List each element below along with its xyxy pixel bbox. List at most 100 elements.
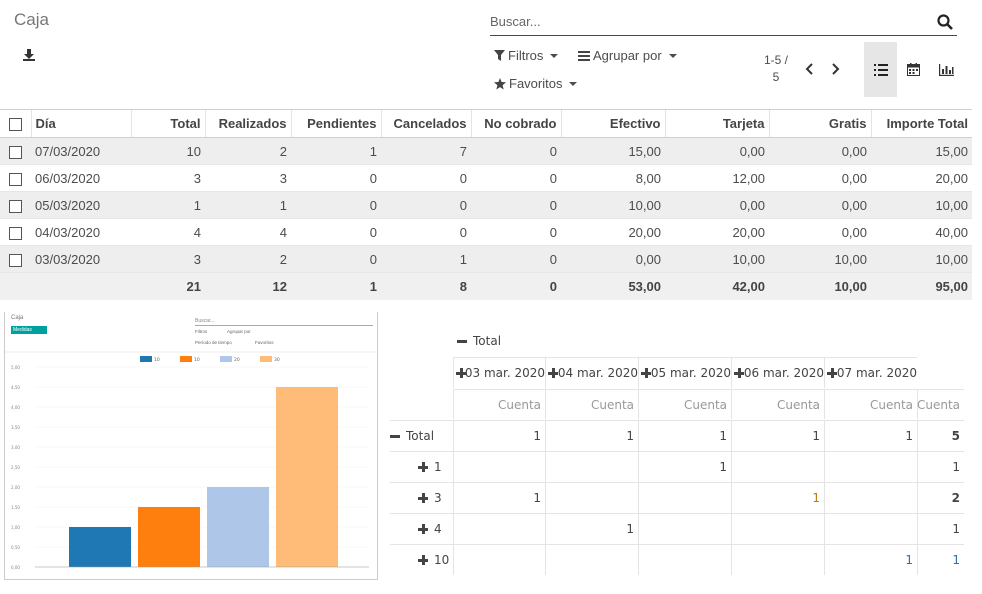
table-row[interactable]: 05/03/2020 1 1 0 0 0 10,00 0,00 0,00 10,00 bbox=[0, 191, 972, 219]
table-row[interactable]: 06/03/2020 3 3 0 0 0 8,00 12,00 0,00 20,00 bbox=[0, 164, 972, 192]
table-row[interactable]: 04/03/2020 4 4 0 0 0 20,00 20,00 0,00 40,00 bbox=[0, 218, 972, 246]
thumb-search: Buscar... bbox=[195, 318, 373, 326]
pivot-measure-header: Cuenta bbox=[824, 389, 917, 419]
pivot-measure-header: Cuenta bbox=[638, 389, 731, 419]
table-cell: 20,00 bbox=[561, 218, 665, 246]
pivot-value-cell: 2 bbox=[917, 482, 964, 513]
column-header[interactable]: Tarjeta bbox=[664, 109, 769, 138]
table-cell: 10 bbox=[131, 137, 205, 165]
thumb-legend-label: 10 bbox=[194, 357, 200, 363]
thumb-favorites: Favoritos bbox=[255, 340, 274, 345]
search-input[interactable] bbox=[490, 12, 920, 29]
pivot-value-cell: 1 bbox=[453, 482, 545, 513]
table-cell: 05/03/2020 bbox=[31, 191, 131, 219]
table-row[interactable]: 07/03/2020 10 2 1 7 0 15,00 0,00 0,00 15,00 bbox=[0, 137, 972, 165]
total-cell: 53,00 bbox=[561, 272, 665, 300]
table-cell: 0 bbox=[291, 245, 381, 273]
favorites-dropdown[interactable]: Favoritos bbox=[494, 76, 578, 91]
pivot-col-header[interactable]: 05 mar. 2020 bbox=[638, 357, 731, 388]
filters-dropdown[interactable]: Filtros bbox=[494, 48, 559, 63]
column-header[interactable]: Efectivo bbox=[560, 109, 665, 138]
group-by-dropdown[interactable]: Agrupar por bbox=[578, 48, 677, 63]
pivot-col-header[interactable]: 06 mar. 2020 bbox=[731, 357, 824, 388]
column-header[interactable]: Cancelados bbox=[380, 109, 471, 138]
pivot-value-cell: 1 bbox=[917, 544, 964, 575]
chevron-right-icon[interactable] bbox=[828, 62, 842, 76]
table-cell: 0 bbox=[381, 164, 471, 192]
pivot-row-header[interactable]: 10 bbox=[390, 544, 453, 575]
column-header[interactable]: Total bbox=[130, 109, 205, 138]
pivot-col-header[interactable]: 07 mar. 2020 bbox=[824, 357, 917, 388]
pivot-value-cell bbox=[638, 513, 731, 544]
select-all-checkbox[interactable] bbox=[0, 109, 31, 138]
table-cell: 4 bbox=[131, 218, 205, 246]
table-cell: 0,00 bbox=[665, 137, 769, 165]
thumb-legend-label: 20 bbox=[234, 357, 240, 363]
row-checkbox[interactable] bbox=[0, 164, 31, 192]
row-checkbox[interactable] bbox=[0, 245, 31, 273]
pivot-value-cell bbox=[453, 451, 545, 482]
column-header[interactable]: Realizados bbox=[204, 109, 291, 138]
column-header[interactable]: Día bbox=[30, 109, 131, 138]
row-checkbox[interactable] bbox=[0, 137, 31, 165]
pivot-total-cell: 1 bbox=[545, 420, 638, 451]
thumb-title: Caja bbox=[11, 315, 24, 321]
filter-icon bbox=[494, 50, 505, 61]
pivot-measure-header: Cuenta bbox=[917, 389, 964, 419]
table-cell: 1 bbox=[131, 191, 205, 219]
total-cell: 8 bbox=[381, 272, 471, 300]
total-cell: 1 bbox=[291, 272, 381, 300]
table-header-row: Día Total Realizados Pendientes Cancelad… bbox=[0, 109, 972, 138]
column-header[interactable]: No cobrado bbox=[470, 109, 561, 138]
chevron-left-icon[interactable] bbox=[803, 62, 817, 76]
table-cell: 10,00 bbox=[665, 245, 769, 273]
pivot-row-header[interactable]: 3 bbox=[390, 482, 453, 513]
pivot-table: Total 03 mar. 2020 04 mar. 2020 05 mar. 202… bbox=[390, 324, 972, 580]
thumb-y-tick: 3,00 bbox=[11, 445, 20, 450]
page-title: Caja bbox=[14, 10, 49, 29]
column-header[interactable]: Gratis bbox=[768, 109, 871, 138]
pivot-col-total-header[interactable]: Total bbox=[453, 326, 917, 356]
pivot-row-header[interactable]: 1 bbox=[390, 451, 453, 482]
records-table: Día Total Realizados Pendientes Cancelad… bbox=[0, 109, 972, 300]
table-cell: 0,00 bbox=[769, 191, 871, 219]
thumb-y-tick: 0,50 bbox=[11, 545, 20, 550]
thumb-legend-swatch bbox=[140, 356, 152, 362]
pivot-total-cell: 1 bbox=[731, 420, 824, 451]
pivot-col-header[interactable]: 03 mar. 2020 bbox=[453, 357, 545, 388]
thumb-y-tick: 2,00 bbox=[11, 485, 20, 490]
calendar-view-button[interactable] bbox=[897, 42, 930, 97]
filters-label: Filtros bbox=[508, 48, 544, 63]
table-cell: 40,00 bbox=[871, 218, 972, 246]
pivot-col-header[interactable]: 04 mar. 2020 bbox=[545, 357, 638, 388]
table-cell: 0 bbox=[471, 191, 561, 219]
download-icon[interactable] bbox=[22, 48, 36, 62]
list-view-button[interactable] bbox=[864, 42, 897, 97]
pager-value[interactable]: 1-5 / 5 bbox=[763, 53, 788, 84]
column-header[interactable]: Pendientes bbox=[290, 109, 381, 138]
plus-icon bbox=[418, 524, 428, 534]
row-checkbox[interactable] bbox=[0, 191, 31, 219]
pivot-value-cell bbox=[453, 544, 545, 575]
table-cell: 20,00 bbox=[871, 164, 972, 192]
bars-icon bbox=[578, 50, 590, 61]
thumb-y-tick: 2,50 bbox=[11, 465, 20, 470]
total-cell: 95,00 bbox=[871, 272, 972, 300]
column-header[interactable]: Importe Total bbox=[870, 109, 972, 138]
search-icon[interactable] bbox=[937, 14, 953, 30]
total-cell: 10,00 bbox=[769, 272, 871, 300]
row-checkbox[interactable] bbox=[0, 218, 31, 246]
graph-view-button[interactable] bbox=[930, 42, 963, 97]
thumb-bar bbox=[207, 487, 269, 567]
thumb-period: Período de tiempo bbox=[195, 340, 232, 345]
pivot-row-header[interactable]: 4 bbox=[390, 513, 453, 544]
table-cell: 12,00 bbox=[665, 164, 769, 192]
pivot-total-cell: 1 bbox=[638, 420, 731, 451]
plus-icon bbox=[734, 368, 744, 378]
table-cell: 1 bbox=[291, 137, 381, 165]
table-row[interactable]: 03/03/2020 3 2 0 1 0 0,00 10,00 10,00 10,00 bbox=[0, 245, 972, 273]
pivot-row-total-header[interactable]: Total bbox=[390, 420, 453, 451]
star-icon bbox=[494, 77, 506, 89]
bar-chart-icon bbox=[939, 63, 954, 76]
table-cell: 3 bbox=[131, 164, 205, 192]
